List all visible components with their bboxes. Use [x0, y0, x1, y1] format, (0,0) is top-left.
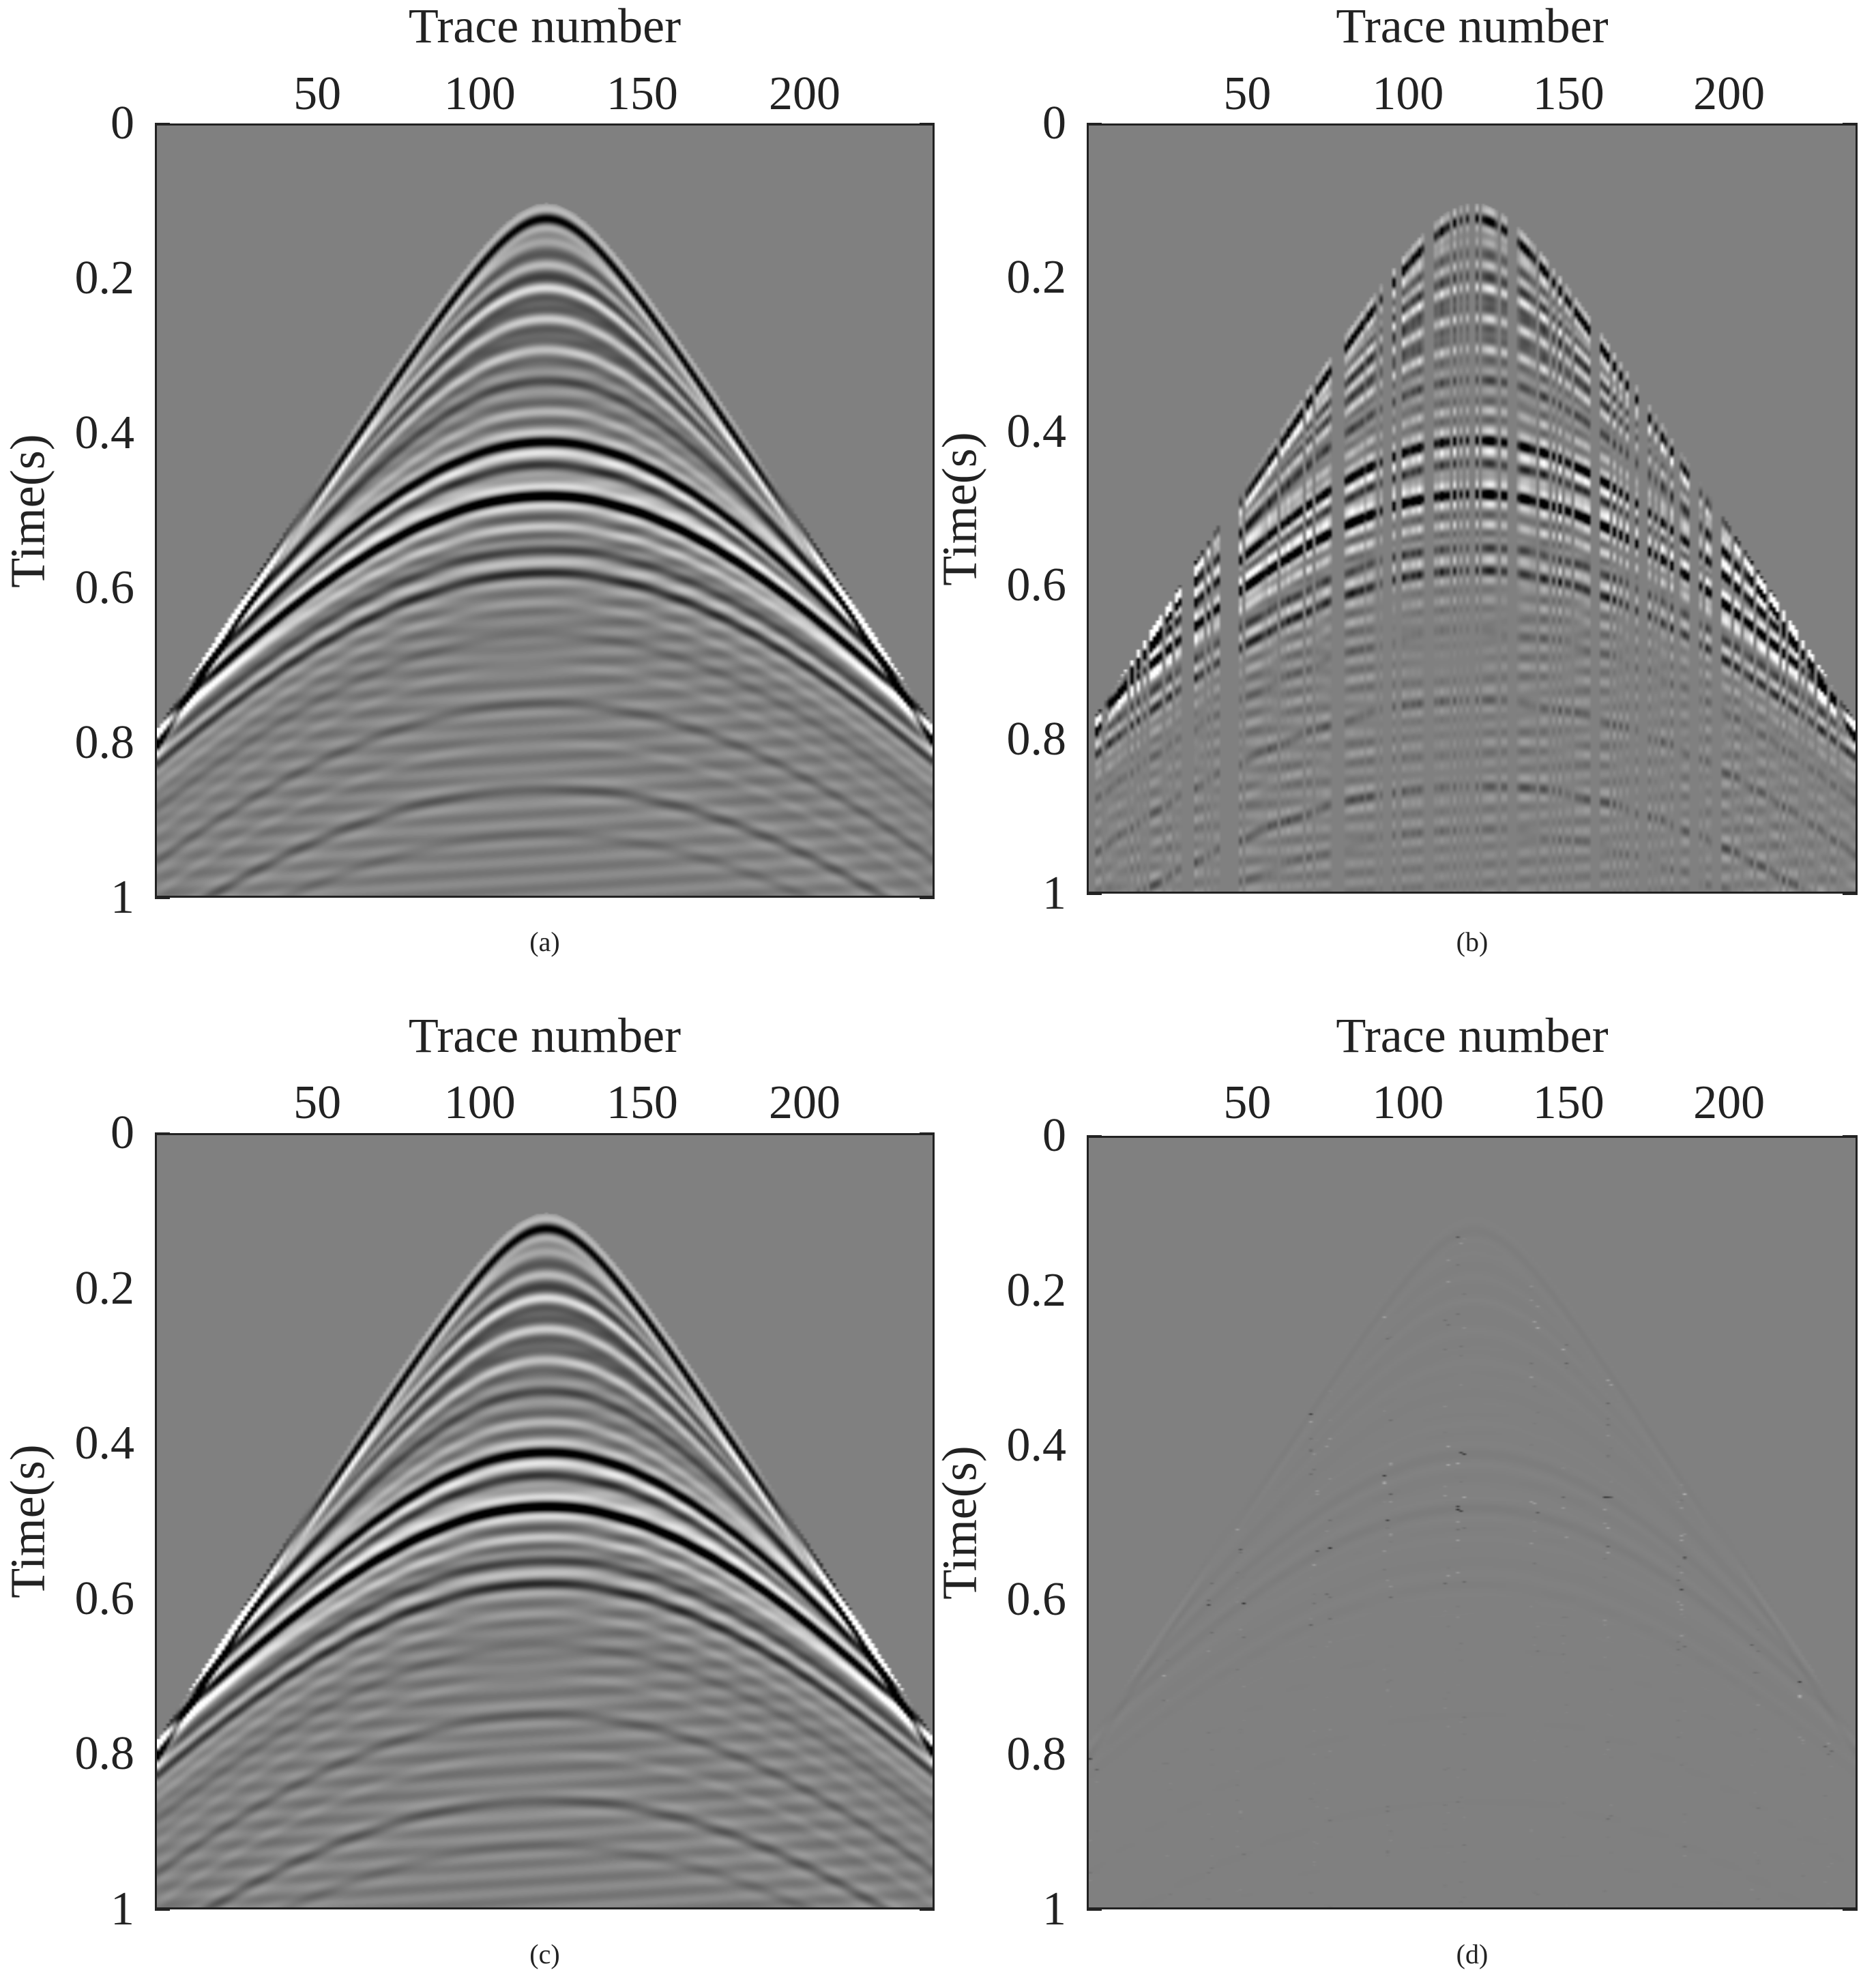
y-tick-label: 0.8 [1006, 713, 1067, 766]
x-tick-label: 50 [1223, 68, 1272, 120]
y-tick-label: 0.2 [1006, 250, 1067, 304]
y-tick-label: 0.6 [74, 1572, 135, 1625]
x-tick-label: 100 [443, 68, 516, 120]
y-tick-mark [1087, 1908, 1102, 1911]
x-tick-label: 150 [1532, 68, 1604, 120]
x-tick-label: 150 [606, 1076, 678, 1129]
seismic-plot-b [1087, 123, 1858, 894]
x-tick-label: 200 [769, 68, 840, 120]
y-tick-label: 0 [111, 97, 134, 149]
y-tick-label: 0.4 [74, 1417, 135, 1470]
y-tick-label: 0.8 [1006, 1728, 1067, 1781]
x-tick-label: 100 [1372, 68, 1444, 120]
x-axis-title: Trace number [408, 1008, 681, 1063]
y-tick-label: 1 [111, 1883, 134, 1935]
y-tick-label: 1 [111, 871, 134, 924]
y-tick-label: 0.4 [1006, 1418, 1067, 1471]
x-tick-label: 100 [1372, 1076, 1444, 1129]
seismic-section-heatmap [1089, 1138, 1856, 1907]
y-tick-label: 1 [1042, 1883, 1066, 1935]
seismic-plot-a [155, 123, 935, 898]
x-tick-label: 200 [1693, 68, 1765, 120]
y-tick-mark [155, 1908, 170, 1911]
y-tick-label: 0.4 [1006, 405, 1067, 458]
panel-caption: (c) [529, 1939, 560, 1969]
y-tick-label: 0.6 [74, 561, 135, 614]
x-tick-label: 50 [293, 68, 342, 120]
y-tick-mark [920, 896, 935, 899]
y-tick-label: 0 [1042, 97, 1066, 149]
y-tick-label: 0 [1042, 1109, 1066, 1162]
y-tick-label: 0.2 [74, 1261, 135, 1315]
y-tick-mark [1087, 892, 1102, 895]
y-tick-label: 0.6 [1006, 1573, 1067, 1626]
panel-caption: (d) [1456, 1939, 1489, 1969]
x-axis-title: Trace number [1336, 0, 1609, 53]
y-tick-label: 0.4 [74, 407, 135, 459]
y-tick-label: 0.2 [74, 252, 135, 304]
panel-caption: (a) [529, 926, 560, 957]
y-tick-mark [1843, 892, 1858, 895]
x-tick-label: 50 [293, 1076, 342, 1129]
x-axis-title: Trace number [408, 0, 681, 53]
seismic-plot-d [1087, 1136, 1858, 1909]
y-tick-mark [155, 896, 170, 899]
panel-caption: (b) [1456, 926, 1489, 957]
y-tick-label: 1 [1042, 867, 1066, 920]
seismic-section-heatmap [157, 126, 933, 896]
x-tick-label: 150 [1532, 1076, 1604, 1129]
y-tick-label: 0 [111, 1106, 134, 1159]
seismic-plot-c [155, 1133, 935, 1909]
y-tick-label: 0.6 [1006, 559, 1067, 612]
y-tick-label: 0.8 [74, 1727, 135, 1780]
y-tick-label: 0.8 [74, 716, 135, 769]
y-tick-mark [1843, 1908, 1858, 1911]
x-tick-label: 100 [443, 1076, 516, 1129]
y-tick-label: 0.2 [1006, 1263, 1067, 1317]
x-tick-label: 50 [1223, 1076, 1272, 1129]
x-axis-title: Trace number [1336, 1008, 1609, 1063]
y-tick-mark [920, 1908, 935, 1911]
seismic-section-heatmap [1089, 126, 1856, 892]
x-tick-label: 200 [1693, 1076, 1765, 1129]
x-tick-label: 200 [769, 1076, 840, 1129]
x-tick-label: 150 [606, 68, 678, 120]
seismic-section-heatmap [157, 1135, 933, 1907]
